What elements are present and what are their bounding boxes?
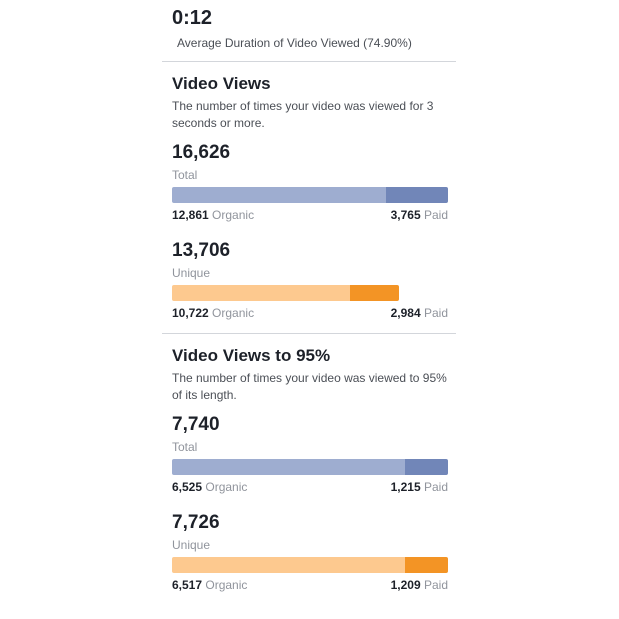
organic-count: 12,861 — [172, 208, 209, 222]
section-title-views-95: Video Views to 95% — [172, 346, 331, 365]
bar-legend: 6,525 Organic 1,215 Paid — [172, 480, 448, 494]
metric-label: Unique — [172, 538, 211, 552]
metric-value: 13,706 — [172, 240, 231, 261]
paid-count: 1,215 — [390, 480, 421, 494]
metric-label: Unique — [172, 266, 211, 280]
paid-count: 1,209 — [390, 578, 421, 592]
stacked-bar — [172, 557, 448, 573]
stacked-bar — [172, 459, 448, 475]
organic-segment — [172, 557, 405, 573]
avg-duration-value: 0:12 — [172, 7, 213, 29]
organic-label: Organic — [212, 208, 255, 222]
metric-value: 16,626 — [172, 142, 231, 163]
section-title-video-views: Video Views — [172, 74, 271, 93]
organic-segment — [172, 285, 350, 301]
paid-segment — [385, 187, 448, 203]
organic-count: 6,525 — [172, 480, 203, 494]
organic-count: 6,517 — [172, 578, 203, 592]
metric-unique-views: 13,706 Unique 10,722 Organic 2,984 Paid — [172, 240, 448, 320]
paid-segment — [404, 459, 448, 475]
metric-label: Total — [172, 440, 198, 454]
paid-segment — [404, 557, 448, 573]
organic-label: Organic — [205, 480, 248, 494]
paid-segment — [349, 285, 400, 301]
bar-legend: 12,861 Organic 3,765 Paid — [172, 208, 448, 222]
metric-unique-views-95: 7,726 Unique 6,517 Organic 1,209 Paid — [172, 512, 448, 592]
paid-label: Paid — [423, 480, 448, 494]
metric-value: 7,740 — [172, 414, 220, 435]
organic-segment — [172, 187, 386, 203]
section-description: The number of times your video was viewe… — [172, 371, 447, 402]
organic-segment — [172, 459, 405, 475]
divider — [162, 61, 456, 62]
metric-total-views-95: 7,740 Total 6,525 Organic 1,215 Paid — [172, 414, 448, 494]
paid-count: 3,765 — [390, 208, 421, 222]
metric-value: 7,726 — [172, 512, 220, 533]
paid-count: 2,984 — [390, 306, 421, 320]
stacked-bar — [172, 285, 400, 301]
paid-label: Paid — [423, 578, 448, 592]
bar-legend: 10,722 Organic 2,984 Paid — [172, 306, 448, 320]
stacked-bar — [172, 187, 448, 203]
metric-label: Total — [172, 168, 198, 182]
section-description: The number of times your video was viewe… — [172, 99, 434, 130]
metric-total-views: 16,626 Total 12,861 Organic 3,765 Paid — [172, 142, 448, 222]
divider — [162, 333, 456, 334]
bar-legend: 6,517 Organic 1,209 Paid — [172, 578, 448, 592]
organic-label: Organic — [205, 578, 248, 592]
avg-duration-label: Average Duration of Video Viewed (74.90%… — [177, 36, 412, 50]
paid-label: Paid — [423, 208, 448, 222]
organic-count: 10,722 — [172, 306, 209, 320]
organic-label: Organic — [212, 306, 255, 320]
paid-label: Paid — [423, 306, 448, 320]
